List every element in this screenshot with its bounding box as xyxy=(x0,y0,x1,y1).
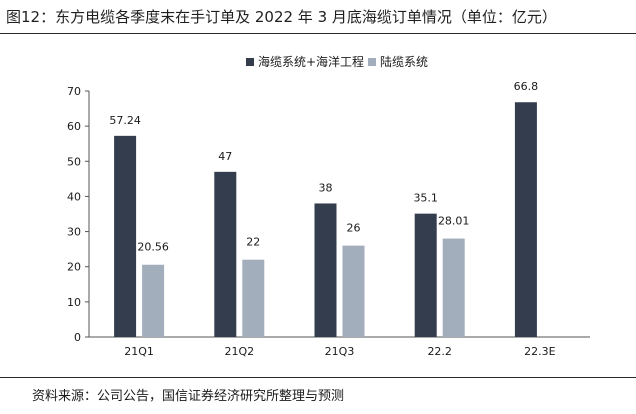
data-label: 26 xyxy=(347,222,361,235)
x-tick-label: 21Q2 xyxy=(224,345,254,358)
legend-label: 海缆系统+海洋工程 xyxy=(258,54,364,69)
x-tick-label: 22.3E xyxy=(524,345,555,358)
source-note: 资料来源：公司公告，国信证券经济研究所整理与预测 xyxy=(32,389,345,404)
data-label: 35.1 xyxy=(413,192,438,205)
y-tick-label: 50 xyxy=(67,155,81,168)
y-tick-label: 40 xyxy=(67,190,81,203)
bar xyxy=(314,203,337,337)
bar xyxy=(414,213,437,337)
data-labels: 57.24 20.56 47 22 38 26 35.128.01 66.8 xyxy=(109,80,538,254)
data-label: 57.24 xyxy=(109,114,141,127)
data-label: 28.01 xyxy=(438,215,470,228)
x-tick-label: 22.2 xyxy=(427,345,452,358)
bar xyxy=(142,264,165,337)
legend-swatch xyxy=(246,58,254,66)
bars xyxy=(114,102,537,337)
legend-swatch xyxy=(368,58,376,66)
x-tick-label: 21Q1 xyxy=(124,345,154,358)
top-divider xyxy=(0,33,636,34)
x-tick-label: 21Q3 xyxy=(325,345,355,358)
data-label: 38 xyxy=(319,181,333,194)
legend: 海缆系统+海洋工程 陆缆系统 xyxy=(246,54,428,69)
y-tick-label: 60 xyxy=(67,120,81,133)
data-label: 22 xyxy=(246,236,260,249)
axes: 0 10 20 30 40 50 60 70 21Q1 21Q2 21Q3 22.2 22.3E xyxy=(67,85,590,358)
legend-label: 陆缆系统 xyxy=(380,54,428,69)
bottom-divider xyxy=(0,377,636,378)
y-tick-label: 10 xyxy=(67,296,81,309)
bar xyxy=(342,245,365,337)
data-label: 47 xyxy=(218,150,232,163)
bar xyxy=(214,171,237,337)
bar xyxy=(114,135,137,337)
figure-title: 图12：东方电缆各季度末在手订单及 2022 年 3 月底海缆订单情况（单位：亿… xyxy=(6,8,557,26)
y-tick-label: 20 xyxy=(67,261,81,274)
y-tick-label: 0 xyxy=(74,331,81,344)
bar xyxy=(442,238,465,337)
data-label: 66.8 xyxy=(514,80,539,93)
y-tick-label: 30 xyxy=(67,226,81,239)
bar xyxy=(242,259,265,337)
y-tick-label: 70 xyxy=(67,85,81,98)
bar xyxy=(514,102,537,337)
data-label: 20.56 xyxy=(137,241,169,254)
